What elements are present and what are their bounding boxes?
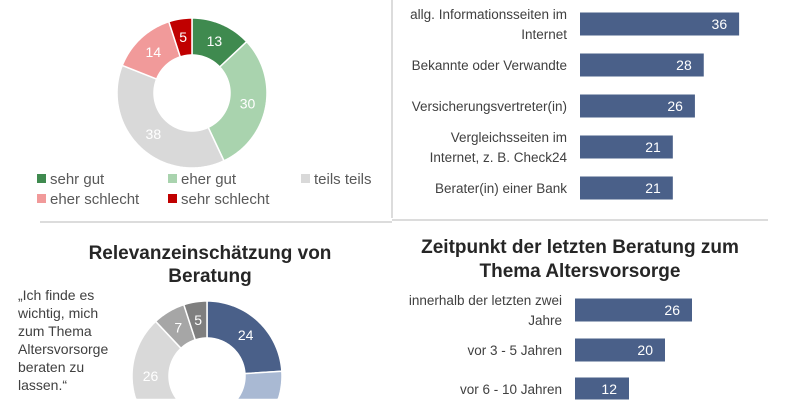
bar [580, 94, 695, 118]
donut-data-label: 14 [146, 44, 162, 60]
sources-bar-chart: 36 allg. Informationsseiten im Internet 28 B… [410, 7, 740, 200]
legend-label: eher schlecht [50, 191, 140, 208]
donut-data-label: 13 [207, 33, 223, 49]
bar-category-label: vor 6 - 10 Jahren [460, 382, 562, 397]
legend-swatch [37, 174, 46, 183]
legend-swatch [37, 194, 46, 203]
legend-label: eher gut [181, 171, 237, 188]
bar-category-label: vor 3 - 5 Jahren [467, 343, 562, 358]
bar-category-label: innerhalb der letzten zwei [409, 293, 562, 308]
donut-segment [116, 64, 225, 169]
bar [575, 377, 629, 400]
rating-donut-chart: 13 30 38 14 5 sehr gut eher gut teils teils eher… [37, 17, 372, 208]
bar [580, 53, 704, 77]
bar-value-label: 21 [645, 180, 661, 196]
timing-bar-chart: 26 innerhalb der letzten zwei Jahre 20 vor 3… [409, 293, 692, 400]
donut-data-label: 26 [143, 368, 159, 384]
bar-value-label: 20 [637, 342, 653, 358]
bar [575, 338, 665, 362]
bar [575, 298, 692, 322]
bar-category-label: Jahre [528, 313, 562, 328]
bar-category-label: Bekannte oder Verwandte [412, 58, 567, 73]
bar-value-label: 26 [664, 302, 680, 318]
bar-category-label: Internet, z. B. Check24 [430, 150, 568, 165]
timing-title-line2: Thema Altersvorsorge [480, 261, 681, 282]
donut-data-label: 30 [240, 96, 256, 112]
legend-swatch [168, 174, 177, 183]
timing-title-line1: Zeitpunkt der letzten Beratung zum [421, 237, 739, 258]
donut-data-label: 5 [179, 29, 187, 45]
bar-category-label: allg. Informationsseiten im [410, 7, 567, 22]
bar-value-label: 21 [645, 139, 661, 155]
bar [580, 176, 673, 200]
bar-value-label: 28 [676, 57, 692, 73]
bar-category-label: Vergleichsseiten im [451, 130, 567, 145]
donut-data-label: 38 [146, 126, 162, 142]
bar-category-label: Internet [521, 27, 567, 42]
legend-swatch [168, 194, 177, 203]
donut-data-label: 7 [174, 319, 182, 335]
relevance-quote: „Ich finde es wichtig, mich zum Thema Al… [18, 287, 109, 393]
bar-value-label: 26 [667, 98, 683, 114]
bar-category-label: Versicherungsvertreter(in) [412, 99, 567, 114]
legend-label: sehr schlecht [181, 191, 270, 208]
legend-swatch [301, 174, 310, 183]
donut-data-label: 24 [238, 327, 254, 343]
bar [580, 12, 740, 36]
bar-value-label: 36 [712, 16, 728, 32]
relevance-donut-chart: 24 26 7 5 [131, 300, 283, 400]
donut-segment [168, 17, 193, 58]
donut-data-label: 5 [194, 312, 202, 328]
bar-value-label: 12 [601, 381, 617, 397]
bar [580, 135, 673, 159]
relevance-title-line2: Beratung [168, 266, 251, 287]
donut-segment [183, 300, 208, 341]
relevance-title-line1: Relevanzeinschätzung von [89, 243, 332, 264]
legend-label: sehr gut [50, 171, 105, 188]
legend-label: teils teils [314, 171, 372, 188]
bar-category-label: Berater(in) einer Bank [435, 181, 567, 196]
